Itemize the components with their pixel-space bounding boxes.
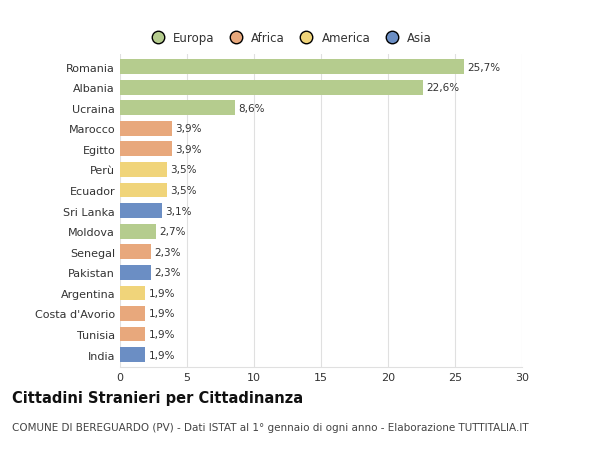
Bar: [120, 142, 172, 157]
Text: Cittadini Stranieri per Cittadinanza: Cittadini Stranieri per Cittadinanza: [12, 390, 303, 405]
Bar: [120, 80, 423, 95]
Text: 1,9%: 1,9%: [149, 288, 175, 298]
Bar: [120, 327, 145, 342]
Text: 1,9%: 1,9%: [149, 309, 175, 319]
Text: 2,7%: 2,7%: [160, 227, 186, 237]
Bar: [120, 101, 235, 116]
Text: 8,6%: 8,6%: [239, 103, 265, 113]
Bar: [120, 183, 167, 198]
Text: 3,1%: 3,1%: [165, 206, 191, 216]
Bar: [120, 347, 145, 362]
Bar: [120, 245, 151, 260]
Bar: [120, 162, 167, 178]
Bar: [120, 60, 464, 75]
Bar: [120, 265, 151, 280]
Text: COMUNE DI BEREGUARDO (PV) - Dati ISTAT al 1° gennaio di ogni anno - Elaborazione: COMUNE DI BEREGUARDO (PV) - Dati ISTAT a…: [12, 422, 529, 432]
Text: 1,9%: 1,9%: [149, 350, 175, 360]
Text: 3,5%: 3,5%: [170, 185, 197, 196]
Text: 2,3%: 2,3%: [154, 247, 181, 257]
Text: 3,9%: 3,9%: [176, 145, 202, 155]
Text: 3,9%: 3,9%: [176, 124, 202, 134]
Text: 25,7%: 25,7%: [468, 62, 501, 73]
Bar: [120, 307, 145, 321]
Bar: [120, 122, 172, 136]
Bar: [120, 204, 161, 218]
Text: 3,5%: 3,5%: [170, 165, 197, 175]
Bar: [120, 286, 145, 301]
Text: 1,9%: 1,9%: [149, 330, 175, 339]
Legend: Europa, Africa, America, Asia: Europa, Africa, America, Asia: [143, 30, 434, 47]
Bar: [120, 224, 156, 239]
Text: 2,3%: 2,3%: [154, 268, 181, 278]
Text: 22,6%: 22,6%: [426, 83, 460, 93]
